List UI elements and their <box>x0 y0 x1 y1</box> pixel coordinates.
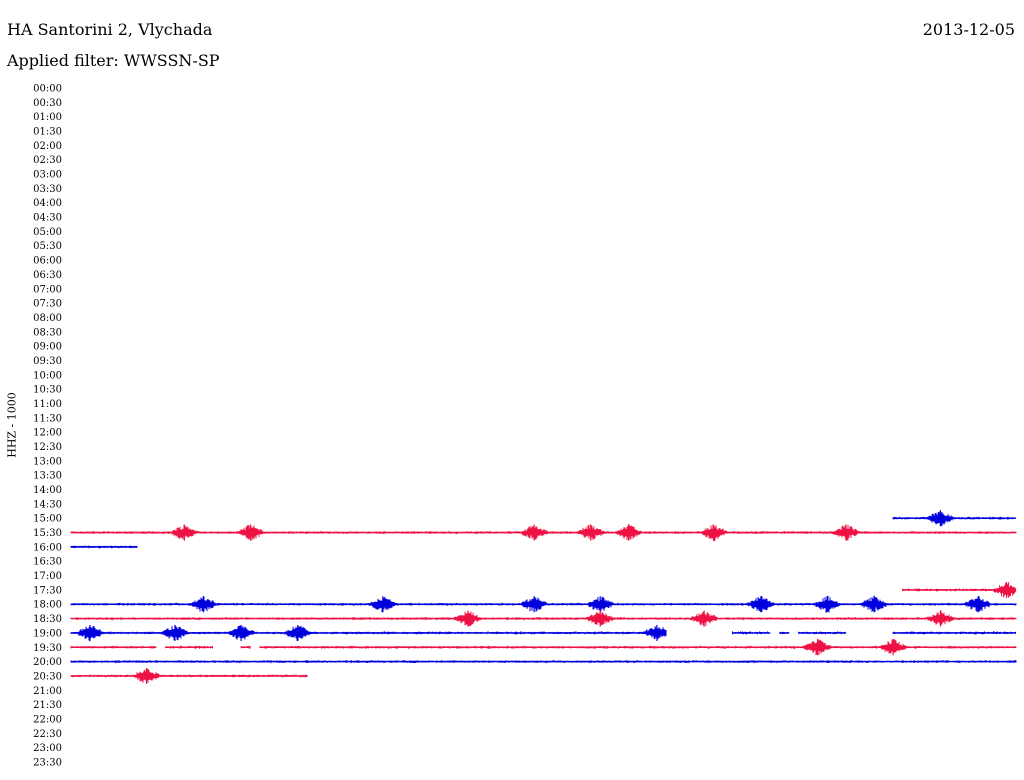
station-title: HA Santorini 2, Vlychada <box>7 20 213 39</box>
time-tick-label: 06:30 <box>33 270 62 281</box>
trace-waveform <box>70 645 157 649</box>
trace-row-18:30 <box>70 609 1017 627</box>
time-tick-label: 12:00 <box>33 428 62 439</box>
time-tick-label: 18:00 <box>33 600 62 611</box>
time-tick-label: 05:00 <box>33 227 62 238</box>
time-tick-label: 10:30 <box>33 385 62 396</box>
trace-row-17:30 <box>902 581 1017 598</box>
filter-label: Applied filter: WWSSN-SP <box>7 51 220 70</box>
time-tick-label: 08:30 <box>33 327 62 338</box>
time-tick-label: 21:00 <box>33 686 62 697</box>
time-tick-label: 12:30 <box>33 442 62 453</box>
trace-waveform <box>798 631 847 635</box>
time-tick-label: 00:30 <box>33 98 62 109</box>
time-tick-label: 13:30 <box>33 471 62 482</box>
trace-waveform <box>70 660 1017 664</box>
time-tick-label: 22:30 <box>33 729 62 740</box>
time-tick-label: 20:00 <box>33 657 62 668</box>
trace-row-20:30 <box>70 667 308 684</box>
time-tick-label: 02:00 <box>33 141 62 152</box>
time-tick-label: 02:30 <box>33 155 62 166</box>
date-label: 2013-12-05 <box>922 20 1015 39</box>
trace-row-20:00 <box>70 660 1017 664</box>
time-tick-label: 14:00 <box>33 485 62 496</box>
time-tick-label: 19:00 <box>33 628 62 639</box>
time-tick-label: 04:00 <box>33 198 62 209</box>
trace-waveform <box>902 582 1017 598</box>
trace-row-16:00 <box>70 545 138 549</box>
trace-waveform <box>779 631 790 635</box>
trace-row-19:00 <box>70 624 1016 642</box>
time-tick-label: 23:30 <box>33 757 62 768</box>
trace-waveform <box>70 625 667 642</box>
time-tick-label: 03:00 <box>33 170 62 181</box>
trace-waveform <box>939 631 1016 635</box>
time-tick-label: 03:30 <box>33 184 62 195</box>
trace-waveform <box>240 645 251 649</box>
time-tick-label: 11:00 <box>33 399 62 410</box>
trace-row-19:30 <box>70 638 1017 656</box>
time-tick-label: 16:00 <box>33 542 62 553</box>
time-tick-label: 09:30 <box>33 356 62 367</box>
trace-waveform <box>165 645 213 649</box>
trace-waveform <box>892 631 941 635</box>
time-tick-label: 18:30 <box>33 614 62 625</box>
time-tick-label: 23:00 <box>33 743 62 754</box>
time-tick-label: 10:00 <box>33 370 62 381</box>
trace-waveform <box>70 595 1017 613</box>
trace-row-15:00 <box>892 510 1016 527</box>
trace-waveform <box>70 609 1017 627</box>
time-tick-label: 08:00 <box>33 313 62 324</box>
time-tick-label: 16:30 <box>33 557 62 568</box>
time-tick-label: 15:30 <box>33 528 62 539</box>
time-tick-label: 06:00 <box>33 256 62 267</box>
trace-waveform <box>70 524 1017 542</box>
time-tick-label: 11:30 <box>33 413 62 424</box>
trace-waveform <box>732 631 770 635</box>
time-tick-label: 07:00 <box>33 284 62 295</box>
time-tick-label: 00:00 <box>33 84 62 95</box>
trace-waveform <box>70 545 138 549</box>
time-tick-label: 01:30 <box>33 127 62 138</box>
trace-waveform <box>892 511 1016 527</box>
time-tick-label: 17:30 <box>33 585 62 596</box>
time-tick-label: 21:30 <box>33 700 62 711</box>
time-tick-label: 19:30 <box>33 643 62 654</box>
time-tick-label: 05:30 <box>33 241 62 252</box>
time-tick-label: 15:00 <box>33 514 62 525</box>
time-tick-label: 04:30 <box>33 213 62 224</box>
time-tick-label: 07:30 <box>33 299 62 310</box>
time-tick-label: 09:00 <box>33 342 62 353</box>
trace-row-15:30 <box>70 524 1017 542</box>
trace-waveform <box>259 638 1017 656</box>
time-tick-label: 17:00 <box>33 571 62 582</box>
time-tick-label: 20:30 <box>33 671 62 682</box>
trace-row-18:00 <box>70 595 1017 613</box>
time-tick-label: 22:00 <box>33 714 62 725</box>
time-tick-label: 13:00 <box>33 456 62 467</box>
trace-waveform <box>70 668 308 683</box>
time-tick-label: 01:00 <box>33 112 62 123</box>
time-tick-label: 14:30 <box>33 499 62 510</box>
